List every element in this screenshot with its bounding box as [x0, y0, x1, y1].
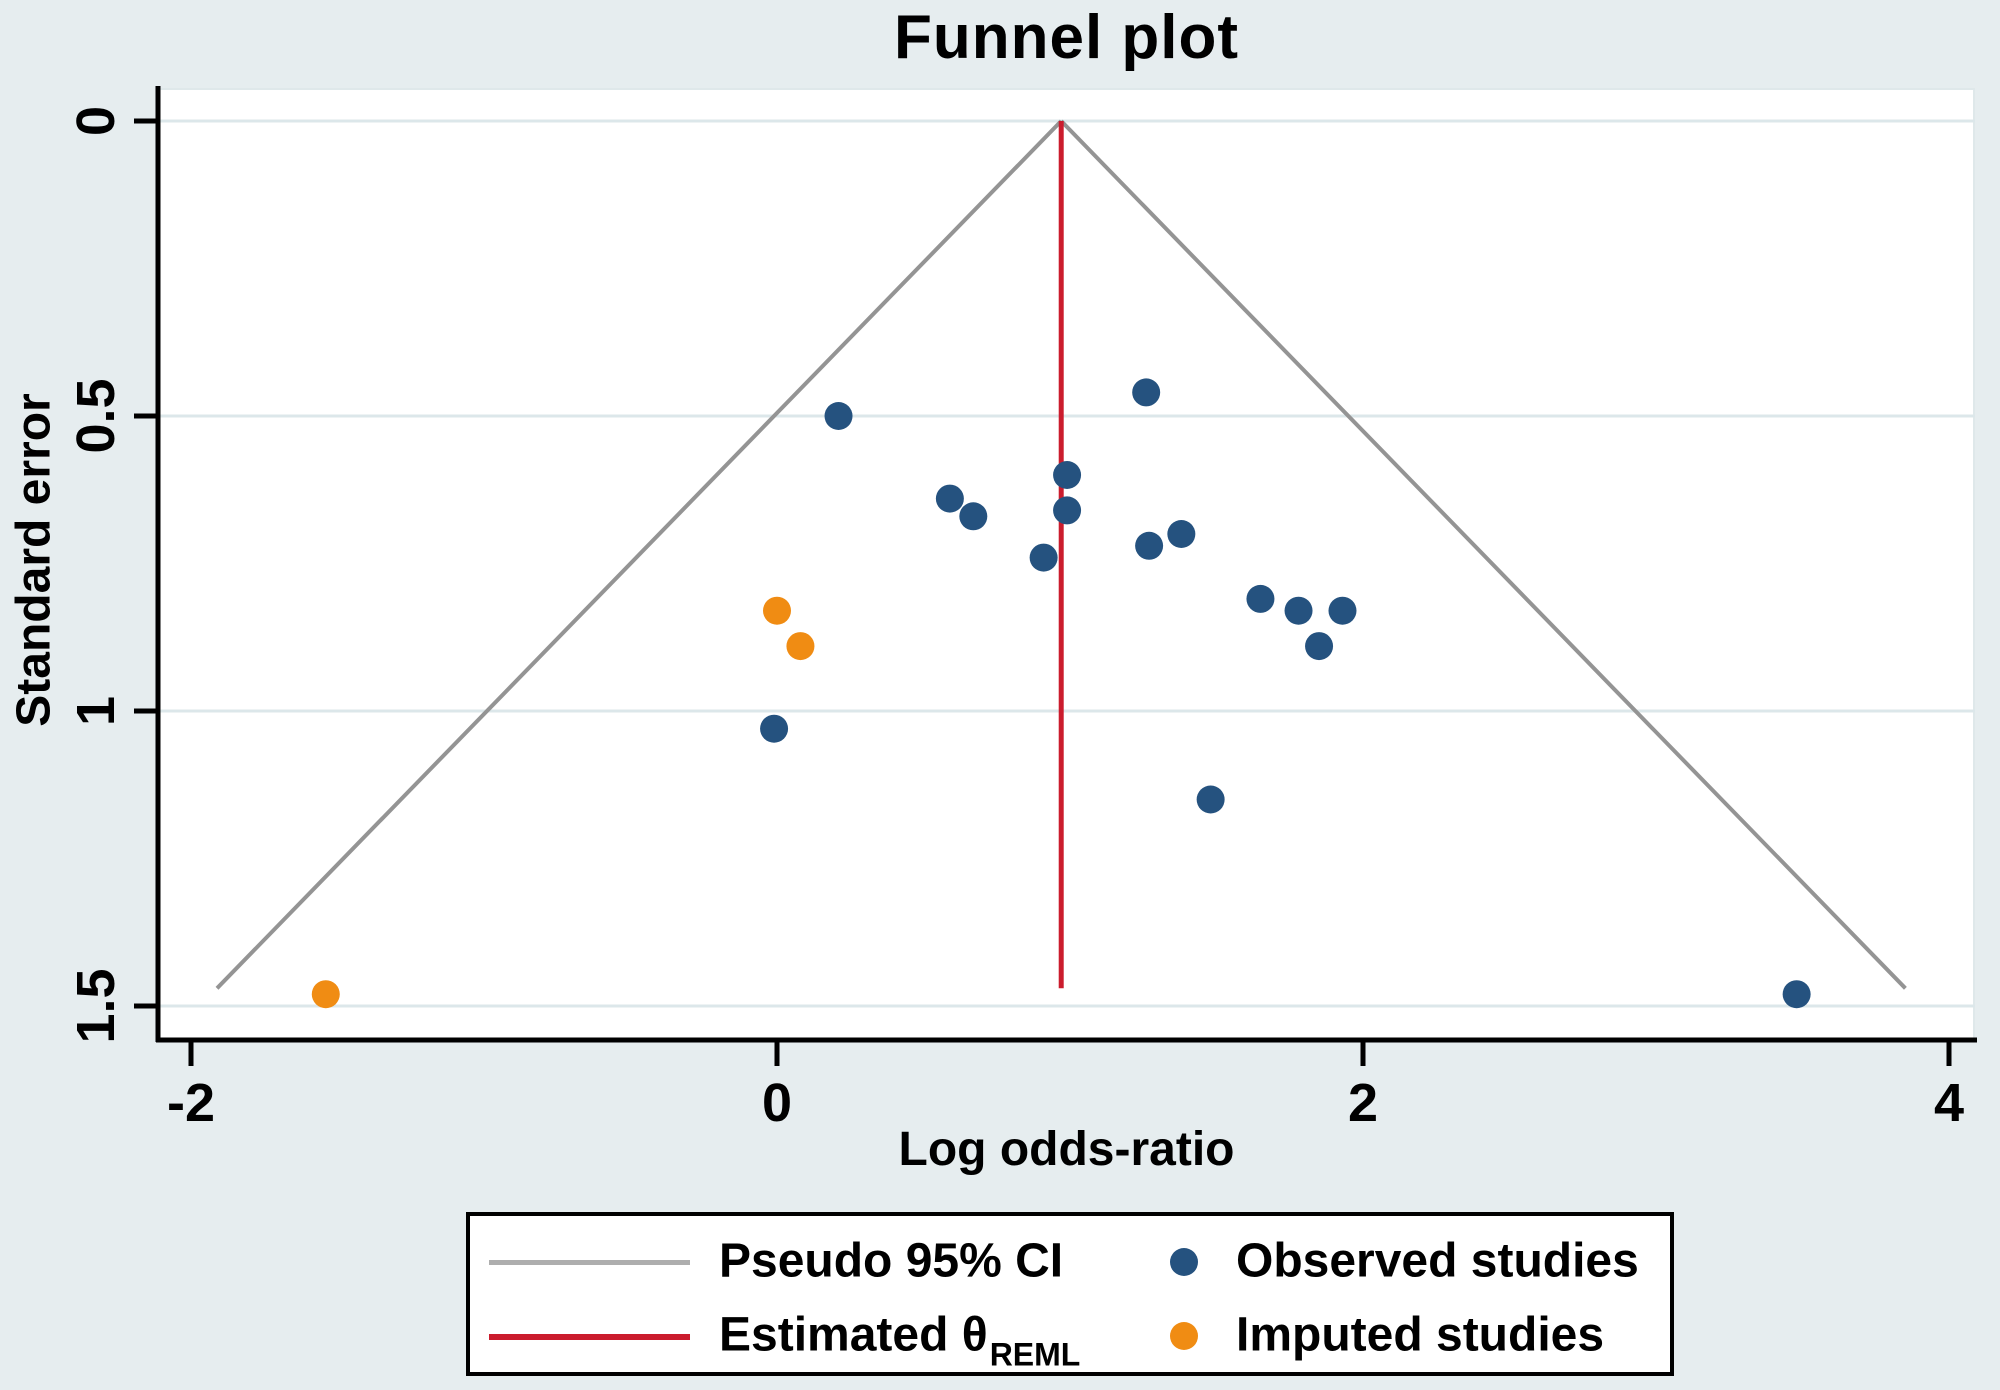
observed-study-point [1167, 520, 1196, 548]
pseudo-ci-line-swatch [489, 1260, 690, 1265]
funnel-left-ci-line [215, 119, 1063, 990]
observed-study-point [1782, 980, 1811, 1009]
estimated-theta-line-swatch [489, 1334, 690, 1340]
observed-study-point [1053, 461, 1082, 489]
y-tick-label-1: 1 [66, 695, 126, 727]
observed-study-point [1196, 785, 1225, 814]
chart-title: Funnel plot [893, 3, 1240, 72]
imputed-study-point [786, 632, 815, 661]
funnel-right-ci-line [1059, 119, 1907, 990]
legend-label-reml-subscript: REML [989, 1336, 1081, 1373]
y-tick-label-1.5: 1.5 [66, 968, 126, 1044]
observed-study-point [1053, 496, 1082, 525]
legend-label-pseudo-ci: Pseudo 95% CI [719, 1233, 1063, 1288]
observed-study-point [959, 502, 988, 531]
x-tick-label--2: -2 [166, 1073, 216, 1133]
imputed-study-point [311, 980, 340, 1009]
legend-label-pseudo-ci-text: Pseudo 95% CI [719, 1234, 1064, 1288]
observed-study-point [1246, 584, 1275, 613]
observed-study-point [824, 402, 853, 430]
y-axis-title: Standard error [7, 393, 61, 727]
y-tick-label-0: 0 [66, 105, 126, 137]
legend-label-imputed-studies-text: Imputed studies [1236, 1308, 1605, 1362]
imputed-study-point [763, 596, 791, 625]
observed-study-point [1029, 543, 1058, 572]
observed-study-point [935, 484, 964, 513]
observed-study-point [1305, 632, 1334, 661]
observed-study-point [1328, 596, 1357, 625]
y-tick-label-0.5: 0.5 [66, 378, 126, 454]
legend: Pseudo 95% CI Estimated θREML Observed s… [466, 1212, 1674, 1376]
legend-label-observed-studies: Observed studies [1236, 1233, 1639, 1288]
x-tick-label-0: 0 [761, 1073, 793, 1133]
observed-studies-dot-swatch [1170, 1248, 1198, 1276]
legend-label-estimated-theta-text: Estimated θ [719, 1308, 988, 1362]
x-tick-label-2: 2 [1347, 1073, 1379, 1133]
x-axis-title: Log odds-ratio [898, 1123, 1235, 1176]
legend-label-estimated-theta: Estimated θREML [719, 1307, 1080, 1372]
legend-label-imputed-studies: Imputed studies [1236, 1307, 1604, 1362]
observed-study-point [760, 714, 789, 743]
observed-study-point [1132, 378, 1161, 407]
legend-label-observed-studies-text: Observed studies [1236, 1234, 1639, 1288]
imputed-studies-dot-swatch [1170, 1322, 1198, 1350]
plot-region-background [158, 88, 1975, 1040]
observed-study-point [1135, 531, 1164, 560]
observed-study-point [1284, 596, 1313, 625]
x-tick-label-4: 4 [1933, 1073, 1965, 1133]
